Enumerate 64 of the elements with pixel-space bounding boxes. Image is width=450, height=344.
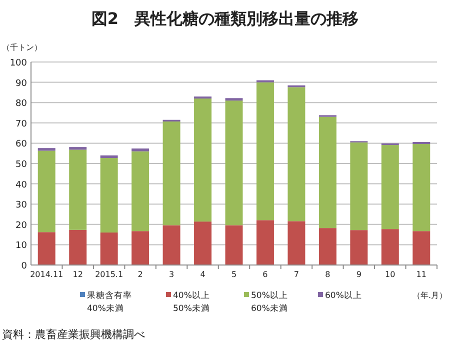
x-tick-label: 9	[356, 270, 362, 279]
bar	[225, 225, 243, 265]
x-axis-title: （年.月）	[412, 291, 447, 300]
bar	[69, 147, 87, 150]
bar	[38, 150, 56, 232]
x-tick-label: 6	[262, 270, 268, 279]
x-tick-label: 2	[138, 270, 143, 279]
x-tick-label: 7	[294, 270, 300, 279]
legend-label: 50%以上 60%未満	[251, 290, 288, 314]
bar	[69, 150, 87, 230]
bar	[381, 229, 399, 265]
bar	[412, 231, 430, 265]
x-tick-label: 10	[385, 270, 396, 279]
y-tick-label: 10	[16, 241, 28, 252]
y-tick-label: 100	[10, 58, 28, 68]
x-tick-label: 5	[231, 270, 237, 279]
y-tick-label: 30	[16, 200, 28, 211]
bar	[38, 232, 56, 265]
bar	[381, 145, 399, 230]
y-tick-label: 20	[16, 220, 28, 231]
bar	[162, 225, 180, 265]
bar	[38, 148, 56, 151]
legend-label: 60%以上	[325, 290, 362, 301]
x-tick-label: 2015.1	[95, 270, 124, 279]
bar	[225, 98, 243, 101]
bar	[100, 158, 118, 233]
bar	[69, 230, 87, 265]
y-tick-label: 90	[16, 78, 28, 89]
text: 資料：農畜産業振興機構調べ	[2, 328, 145, 341]
x-tick-label: 8	[325, 270, 330, 279]
y-axis-title: （千トン）	[2, 43, 42, 52]
bar	[318, 116, 336, 228]
x-tick-label: 12	[72, 270, 83, 279]
legend-label: 40%以上 50%未満	[173, 290, 210, 314]
bar	[100, 155, 118, 158]
x-tick-label: 2014.11	[30, 270, 64, 279]
bar	[132, 231, 150, 265]
y-tick-label: 0	[21, 262, 28, 272]
bar	[132, 151, 150, 232]
bar	[350, 142, 368, 230]
chart-title: 図2 異性化糖の種類別移出量の推移	[91, 9, 359, 28]
y-tick-label: 60	[16, 140, 28, 150]
legend-label: 果糖含有率 40%未満	[87, 290, 132, 314]
bar	[350, 230, 368, 265]
bar	[132, 148, 150, 152]
bar	[288, 87, 306, 222]
bar	[256, 220, 274, 265]
bar	[225, 100, 243, 226]
bar	[288, 221, 306, 265]
bar	[194, 222, 212, 265]
y-tick-label: 70	[16, 119, 28, 130]
bar	[194, 98, 212, 222]
x-tick-label: 3	[168, 270, 174, 279]
bar	[256, 82, 274, 220]
bar	[318, 228, 336, 265]
y-tick-label: 80	[16, 99, 28, 110]
y-tick-label: 50	[16, 160, 28, 170]
bar	[412, 142, 430, 144]
x-tick-label: 4	[200, 270, 206, 279]
bar	[412, 144, 430, 232]
bar	[100, 232, 118, 265]
bar	[162, 121, 180, 226]
x-tick-label: 11	[416, 270, 426, 279]
y-tick-label: 40	[16, 180, 28, 190]
